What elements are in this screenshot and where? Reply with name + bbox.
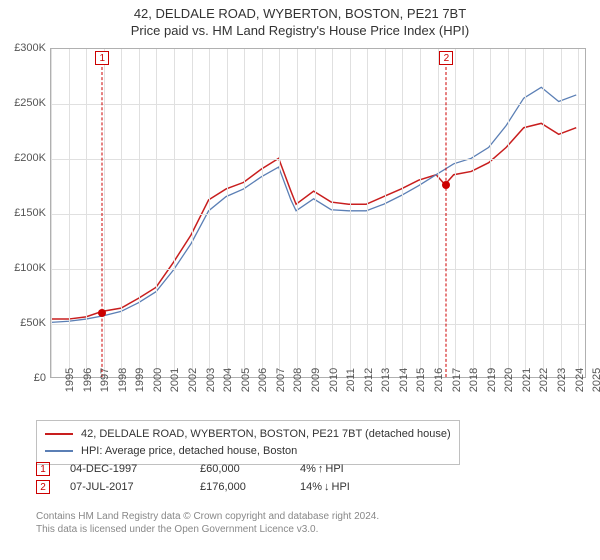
event-row: 1 04-DEC-1997 £60,000 4% ↑ HPI: [36, 462, 350, 476]
event-date: 07-JUL-2017: [70, 481, 180, 493]
chart-plot-area: 12: [50, 48, 586, 378]
event-delta-label: HPI: [332, 481, 350, 493]
event-delta-pct: 14%: [300, 481, 322, 493]
gridline-horizontal: [51, 159, 585, 160]
gridline-vertical: [279, 49, 280, 377]
event-marker-point: [442, 181, 450, 189]
gridline-vertical: [121, 49, 122, 377]
gridline-vertical: [262, 49, 263, 377]
legend-row: 42, DELDALE ROAD, WYBERTON, BOSTON, PE21…: [45, 426, 451, 443]
chart-title: 42, DELDALE ROAD, WYBERTON, BOSTON, PE21…: [0, 6, 600, 23]
gridline-vertical: [332, 49, 333, 377]
gridline-vertical: [367, 49, 368, 377]
event-marker-line: [102, 67, 103, 377]
event-delta-label: HPI: [325, 463, 343, 475]
arrow-down-icon: ↓: [324, 481, 330, 493]
gridline-vertical: [561, 49, 562, 377]
gridline-vertical: [525, 49, 526, 377]
gridline-vertical: [543, 49, 544, 377]
gridline-vertical: [455, 49, 456, 377]
event-marker-line: [446, 67, 447, 377]
legend-label: 42, DELDALE ROAD, WYBERTON, BOSTON, PE21…: [81, 426, 451, 443]
gridline-vertical: [402, 49, 403, 377]
chart-subtitle: Price paid vs. HM Land Registry's House …: [0, 23, 600, 40]
chart-lines: [51, 49, 585, 377]
y-axis-label: £250K: [2, 97, 46, 109]
event-marker-badge: 1: [95, 51, 109, 65]
legend: 42, DELDALE ROAD, WYBERTON, BOSTON, PE21…: [36, 420, 460, 465]
events-table: 1 04-DEC-1997 £60,000 4% ↑ HPI 2 07-JUL-2017 £…: [36, 462, 350, 498]
legend-swatch: [45, 450, 73, 452]
footer: Contains HM Land Registry data © Crown c…: [36, 510, 379, 536]
gridline-vertical: [508, 49, 509, 377]
y-axis-label: £300K: [2, 42, 46, 54]
gridline-vertical: [69, 49, 70, 377]
event-delta: 4% ↑ HPI: [300, 463, 344, 475]
legend-row: HPI: Average price, detached house, Bost…: [45, 443, 451, 460]
gridline-horizontal: [51, 104, 585, 105]
gridline-vertical: [490, 49, 491, 377]
gridline-horizontal: [51, 324, 585, 325]
event-row: 2 07-JUL-2017 £176,000 14% ↓ HPI: [36, 480, 350, 494]
arrow-up-icon: ↑: [318, 463, 324, 475]
gridline-vertical: [227, 49, 228, 377]
event-price: £60,000: [200, 463, 280, 475]
event-marker-point: [98, 309, 106, 317]
gridline-vertical: [315, 49, 316, 377]
footer-line1: Contains HM Land Registry data © Crown c…: [36, 510, 379, 523]
y-axis-label: £50K: [2, 317, 46, 329]
event-delta-pct: 4%: [300, 463, 316, 475]
event-price: £176,000: [200, 481, 280, 493]
x-axis-label: 2025: [577, 368, 600, 392]
gridline-vertical: [578, 49, 579, 377]
gridline-vertical: [51, 49, 52, 377]
legend-swatch: [45, 433, 73, 435]
gridline-vertical: [209, 49, 210, 377]
gridline-vertical: [244, 49, 245, 377]
gridline-vertical: [174, 49, 175, 377]
gridline-vertical: [385, 49, 386, 377]
gridline-vertical: [192, 49, 193, 377]
event-marker-badge: 2: [439, 51, 453, 65]
gridline-vertical: [86, 49, 87, 377]
y-axis-label: £150K: [2, 207, 46, 219]
gridline-vertical: [350, 49, 351, 377]
y-axis-label: £0: [2, 372, 46, 384]
y-axis-label: £200K: [2, 152, 46, 164]
y-axis-label: £100K: [2, 262, 46, 274]
gridline-vertical: [297, 49, 298, 377]
event-delta: 14% ↓ HPI: [300, 481, 350, 493]
gridline-vertical: [438, 49, 439, 377]
gridline-vertical: [156, 49, 157, 377]
gridline-horizontal: [51, 269, 585, 270]
gridline-horizontal: [51, 214, 585, 215]
gridline-vertical: [104, 49, 105, 377]
event-badge: 2: [36, 480, 50, 494]
event-date: 04-DEC-1997: [70, 463, 180, 475]
gridline-vertical: [473, 49, 474, 377]
gridline-vertical: [420, 49, 421, 377]
legend-label: HPI: Average price, detached house, Bost…: [81, 443, 297, 460]
gridline-vertical: [139, 49, 140, 377]
event-badge: 1: [36, 462, 50, 476]
footer-line2: This data is licensed under the Open Gov…: [36, 523, 379, 536]
